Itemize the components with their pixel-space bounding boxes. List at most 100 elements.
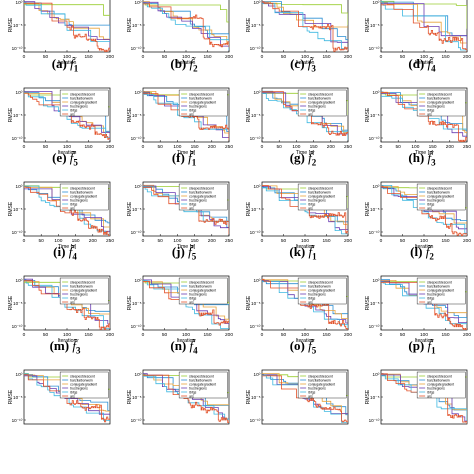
- y-tick-label: 10⁻⁵: [13, 395, 23, 400]
- legend-entry: steepestdescent: [308, 186, 333, 190]
- legend-entry: trustregions: [70, 104, 88, 108]
- caption-function: f̃: [189, 56, 194, 71]
- series-line-4: [143, 2, 229, 51]
- y-tick-label: 10⁻¹⁰: [369, 324, 380, 329]
- x-tick-label: 150: [322, 54, 330, 60]
- chart-panel-18: 10⁰ 10⁻⁵ 10⁻¹⁰ RMSE steepestdescentbarzilaib…: [246, 369, 349, 425]
- y-tick-label: 10⁰: [135, 372, 142, 377]
- legend-entry: barzilaiborwein: [70, 378, 93, 382]
- x-tick-label: 100: [63, 332, 71, 338]
- subfigure-caption: (o) f̃5: [244, 338, 362, 356]
- x-tick-label: 100: [292, 144, 300, 150]
- y-tick-label: 10⁻¹⁰: [369, 46, 380, 51]
- subfigure-caption: (g) f̃2: [244, 150, 362, 168]
- y-tick-label: 10⁰: [254, 184, 261, 189]
- x-axis-label: Iteration: [415, 244, 434, 250]
- y-tick-label: 10⁻¹⁰: [250, 46, 261, 51]
- legend-entry: lbfgs: [308, 202, 315, 206]
- y-tick-label: 10⁻¹⁰: [250, 136, 261, 141]
- x-tick-label: 100: [63, 144, 71, 150]
- caption-function: f̃: [68, 244, 73, 259]
- x-axis-label: Iteration: [296, 244, 315, 250]
- x-tick-label: 0: [380, 54, 383, 60]
- chart-panel-3: 10⁰ 10⁻⁵ 10⁻¹⁰ RMSE 0 50 100 150 200 Iteration: [365, 0, 471, 66]
- legend-entry: steepestdescent: [189, 186, 214, 190]
- x-tick-label: 0: [380, 332, 383, 338]
- legend-entry: trustregions: [70, 386, 88, 390]
- x-tick-label: 150: [191, 238, 199, 244]
- y-tick-label: 10⁻¹⁰: [250, 230, 261, 235]
- series-line-5: [143, 374, 229, 423]
- x-tick-label: 0: [23, 238, 26, 244]
- y-tick-label: 10⁻⁵: [132, 301, 142, 306]
- legend-entry: barzilaiborwein: [70, 190, 93, 194]
- x-tick-label: 0: [23, 332, 26, 338]
- chart-panel-8: 10⁰ 10⁻⁵ 10⁻¹⁰ RMSE 0 50 100 150 200 250 Time [s] s…: [8, 181, 114, 250]
- y-axis-label: RMSE: [365, 107, 371, 122]
- caption-function: f̃: [427, 150, 432, 165]
- caption-letter: (g): [289, 150, 309, 165]
- y-axis-label: RMSE: [365, 201, 371, 216]
- legend-entry: barzilaiborwein: [308, 378, 331, 382]
- chart-panel-7: 10⁰ 10⁻⁵ 10⁻¹⁰ RMSE 0 50 100 150 200 250 Time [s] s…: [365, 87, 471, 156]
- legend-entry: ars: [308, 206, 313, 210]
- y-tick-label: 10⁻⁵: [370, 301, 380, 306]
- subfigure-caption: (l) f̃2: [363, 244, 474, 262]
- x-tick-label: 0: [380, 238, 383, 244]
- legend-entry: trustregions: [427, 386, 445, 390]
- x-tick-label: 0: [142, 332, 145, 338]
- y-axis-label: RMSE: [127, 201, 133, 216]
- caption-subscript: 2: [193, 63, 198, 74]
- x-tick-label: 200: [208, 238, 216, 244]
- x-tick-label: 150: [322, 238, 330, 244]
- caption-subscript: 2: [429, 251, 434, 262]
- x-tick-label: 0: [380, 144, 383, 150]
- x-tick-label: 200: [344, 54, 352, 60]
- y-axis-label: RMSE: [365, 295, 371, 310]
- legend-entry: ars: [308, 112, 313, 116]
- y-tick-label: 10⁻¹⁰: [250, 418, 261, 423]
- legend-entry: ars: [189, 206, 194, 210]
- legend-entry: trustregions: [308, 292, 326, 296]
- legend-box: [178, 371, 228, 399]
- legend-entry: barzilaiborwein: [427, 96, 450, 100]
- x-tick-label: 50: [400, 238, 406, 244]
- subfigure-caption: (n) f̃4: [125, 338, 243, 356]
- subfigure-caption: (j) f̃5: [125, 244, 243, 262]
- y-axis-label: RMSE: [127, 107, 133, 122]
- caption-function: f̃: [189, 338, 194, 353]
- x-tick-label: 100: [173, 238, 181, 244]
- series-line-5: [381, 91, 467, 142]
- x-axis-label: Iteration: [296, 60, 315, 66]
- y-axis-label: RMSE: [127, 389, 133, 404]
- y-tick-label: 10⁻¹⁰: [369, 230, 380, 235]
- y-axis-label: RMSE: [246, 389, 252, 404]
- subfigure-caption: (e) f̃5: [6, 150, 124, 168]
- legend-entry: lbfgs: [427, 202, 434, 206]
- subfigure-caption: (m) f̃3: [6, 338, 124, 356]
- x-tick-label: 50: [396, 144, 402, 150]
- y-tick-label: 10⁰: [254, 90, 261, 95]
- y-axis-label: RMSE: [127, 17, 133, 32]
- legend-box: [297, 89, 347, 117]
- x-tick-label: 50: [162, 332, 168, 338]
- legend-box: [178, 277, 228, 305]
- x-axis-label: Iteration: [177, 60, 196, 66]
- x-tick-label: 200: [106, 54, 114, 60]
- caption-function: f̃: [427, 338, 432, 353]
- series-line-5: [143, 3, 229, 48]
- legend-box: [416, 89, 466, 117]
- caption-subscript: 2: [311, 157, 317, 168]
- legend-entry: barzilaiborwein: [189, 96, 212, 100]
- y-tick-label: 10⁻¹⁰: [12, 324, 23, 329]
- x-tick-label: 200: [463, 54, 471, 60]
- y-tick-label: 10⁻¹⁰: [12, 46, 23, 51]
- legend-entry: trustregions: [427, 198, 445, 202]
- legend-entry: steepestdescent: [189, 280, 214, 284]
- x-tick-label: 0: [142, 54, 145, 60]
- x-tick-label: 50: [43, 144, 49, 150]
- x-tick-label: 50: [162, 54, 168, 60]
- legend-entry: barzilaiborwein: [427, 378, 450, 382]
- caption-letter: (f): [171, 150, 189, 165]
